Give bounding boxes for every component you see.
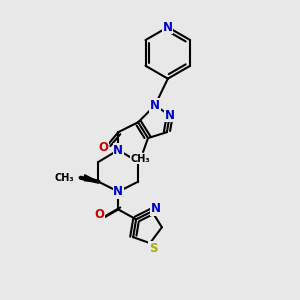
Text: N: N — [113, 185, 123, 198]
Text: O: O — [98, 140, 108, 154]
Text: N: N — [151, 202, 161, 215]
Text: CH₃: CH₃ — [130, 154, 150, 164]
Text: N: N — [163, 21, 173, 34]
Text: N: N — [165, 109, 175, 122]
Text: CH₃: CH₃ — [54, 173, 74, 183]
Text: S: S — [149, 242, 157, 255]
Text: N: N — [150, 99, 160, 112]
Polygon shape — [85, 175, 98, 182]
Text: O: O — [94, 208, 104, 221]
Text: N: N — [113, 143, 123, 157]
